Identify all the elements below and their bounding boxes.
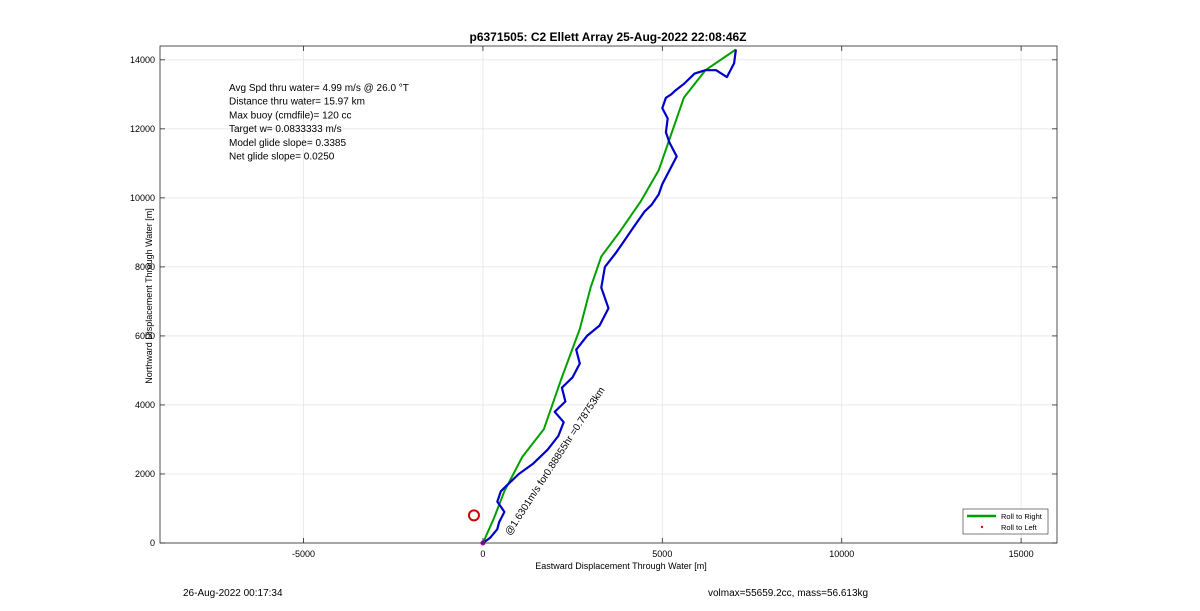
x-tick-label: 15000 — [1009, 549, 1034, 559]
legend: Roll to Right Roll to Left — [962, 508, 1049, 535]
stats-line: Avg Spd thru water= 4.99 m/s @ 26.0 °T — [229, 83, 409, 94]
series-line-0 — [481, 48, 737, 544]
x-tick-label: 0 — [480, 549, 485, 559]
y-axis-label: Northward Displacement Through Water [m] — [144, 208, 154, 384]
y-tick-label: 14000 — [130, 55, 155, 65]
stats-text-block: Avg Spd thru water= 4.99 m/s @ 26.0 °T Di… — [229, 83, 409, 163]
stats-line: Distance thru water= 15.97 km — [229, 97, 365, 108]
x-axis-label: Eastward Displacement Through Water [m] — [535, 561, 707, 571]
y-tick-label: 12000 — [130, 124, 155, 134]
series-line-1 — [482, 49, 737, 544]
legend-label: Roll to Left — [1001, 523, 1038, 532]
chart-title: p6371505: C2 Ellett Array 25-Aug-2022 22… — [469, 30, 746, 44]
y-tick-label: 6000 — [135, 331, 155, 341]
x-tick-label: -5000 — [292, 549, 315, 559]
footer-timestamp: 26-Aug-2022 00:17:34 — [183, 588, 283, 599]
axes-frame — [159, 45, 1058, 544]
y-tick-label: 4000 — [135, 400, 155, 410]
stats-line: Net glide slope= 0.0250 — [229, 152, 335, 163]
y-tick-label: 8000 — [135, 262, 155, 272]
x-tick-label: 5000 — [652, 549, 672, 559]
legend-swatch-dot — [980, 525, 984, 529]
stats-line: Target w= 0.0833333 m/s — [229, 124, 342, 135]
y-tick-label: 10000 — [130, 193, 155, 203]
stats-line: Max buoy (cmdfile)= 120 cc — [229, 110, 352, 121]
y-tick-label: 0 — [150, 538, 155, 548]
series-lines — [481, 48, 737, 544]
stats-line: Model glide slope= 0.3385 — [229, 138, 346, 149]
legend-label: Roll to Right — [1001, 512, 1043, 521]
footer-volmax-mass: volmax=55659.2cc, mass=56.613kg — [708, 588, 869, 599]
y-tick-label: 2000 — [135, 469, 155, 479]
legend-box — [962, 508, 1049, 535]
x-tick-label: 10000 — [829, 549, 854, 559]
deployment-circle-marker — [467, 509, 480, 522]
axis-ticks: -5000 0 5000 10000 15000 0 2000 4000 6000 8000 100… — [130, 46, 1057, 559]
